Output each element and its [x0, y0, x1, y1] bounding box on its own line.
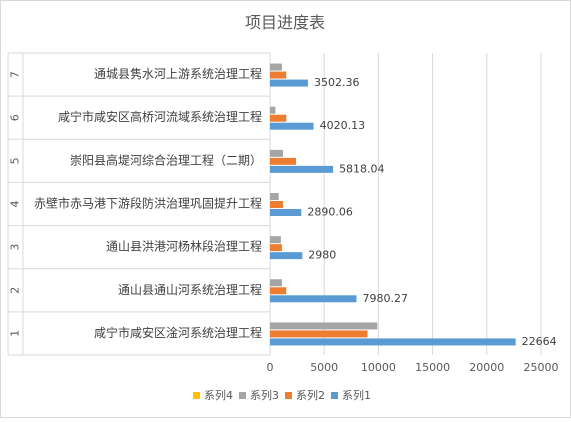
bar-系列3	[270, 279, 282, 287]
bar-系列2	[270, 114, 287, 122]
bar-系列3	[270, 193, 279, 200]
bar-系列3	[270, 149, 284, 157]
data-label: 3502.36	[314, 76, 360, 89]
category-label: 赤壁市赤马港下游段防洪治理巩固提升工程	[34, 196, 262, 211]
bar-系列1	[270, 122, 314, 130]
legend-swatch	[193, 392, 200, 399]
bar-系列2	[270, 287, 287, 295]
category-label: 通城县隽水河上游系统治理工程	[94, 66, 262, 81]
group-index: 4	[9, 201, 22, 208]
bar-系列3	[270, 63, 282, 71]
group-index: 7	[9, 71, 22, 78]
category-label: 崇阳县高堤河综合治理工程（二期）	[70, 152, 262, 167]
bar-系列1	[270, 79, 308, 87]
group-index: 2	[9, 287, 22, 294]
group-index: 3	[9, 244, 22, 251]
legend-swatch	[285, 392, 292, 399]
legend-label: 系列3	[250, 388, 279, 402]
legend-label: 系列2	[296, 388, 325, 402]
bar-系列2	[270, 244, 282, 252]
data-label: 7980.27	[363, 292, 409, 305]
bar-系列2	[270, 330, 368, 338]
chart-title: 项目进度表	[245, 13, 325, 32]
x-tick-label: 25000	[524, 361, 559, 374]
bar-系列2	[270, 201, 284, 208]
bar-系列1	[270, 295, 357, 303]
group-index: 5	[9, 157, 22, 164]
bar-系列1	[270, 165, 334, 173]
x-tick-label: 15000	[415, 361, 450, 374]
group-index: 1	[9, 330, 22, 337]
data-label: 2890.06	[307, 206, 353, 219]
category-label: 咸宁市咸安区淦河系统治理工程	[94, 325, 262, 340]
x-tick-label: 10000	[361, 361, 396, 374]
bar-系列2	[270, 71, 287, 79]
bar-系列2	[270, 157, 297, 165]
bar-系列3	[270, 236, 281, 244]
legend-label: 系列4	[204, 388, 233, 402]
bar-系列3	[270, 322, 378, 330]
legend-swatch	[331, 392, 338, 399]
bar-系列1	[270, 209, 302, 216]
data-label: 4020.13	[320, 119, 366, 132]
legend-label: 系列1	[342, 388, 371, 402]
data-label: 5818.04	[339, 162, 385, 175]
data-label: 2980	[308, 249, 336, 262]
data-label: 22664	[522, 335, 557, 348]
x-tick-label: 20000	[469, 361, 504, 374]
group-index: 6	[9, 114, 22, 121]
bar-系列1	[270, 338, 516, 346]
x-tick-label: 0	[267, 361, 274, 374]
category-label: 通山县通山河系统治理工程	[118, 282, 262, 297]
legend-swatch	[239, 392, 246, 399]
bar-系列3	[270, 106, 276, 114]
category-label: 通山县洪港河杨林段治理工程	[106, 239, 262, 254]
x-tick-label: 5000	[310, 361, 338, 374]
category-label: 咸宁市咸安区高桥河流域系统治理工程	[58, 109, 262, 124]
bar-系列1	[270, 252, 303, 260]
